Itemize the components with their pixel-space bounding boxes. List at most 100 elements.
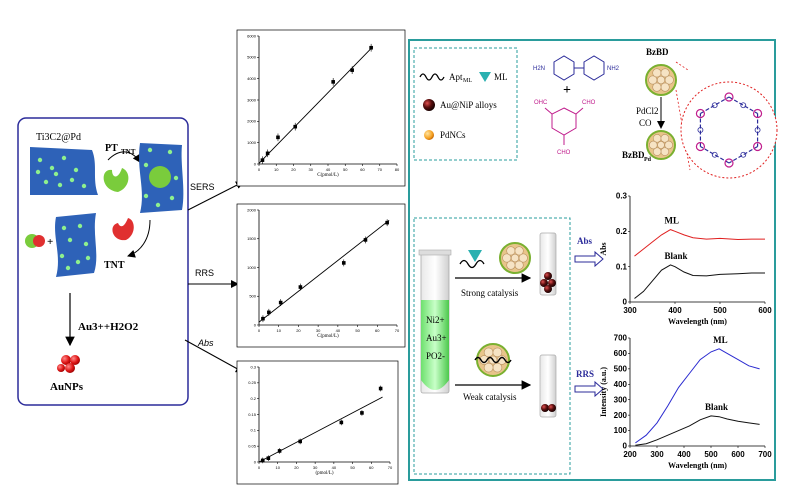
legend-apt-label: Apt bbox=[449, 72, 463, 82]
bound-aptamer bbox=[474, 356, 512, 364]
series-label: ML bbox=[713, 335, 728, 345]
tnt-label: TNT bbox=[104, 260, 125, 271]
pd-dot bbox=[83, 241, 89, 247]
reaction-label: Au3++H2O2 bbox=[78, 321, 139, 333]
nh2-right-label: NH2 bbox=[607, 66, 620, 72]
data-point bbox=[385, 220, 389, 225]
ml-triangle-icon bbox=[479, 72, 491, 82]
aunps-icon bbox=[57, 355, 80, 373]
pd-dot bbox=[53, 171, 59, 177]
cof-linker bbox=[728, 96, 758, 115]
y-tick-label: 0 bbox=[254, 161, 257, 166]
abs-hollow-arrow bbox=[574, 250, 604, 268]
x-tick-label: 50 bbox=[350, 465, 355, 470]
weak-catalysis-label: Weak catalysis bbox=[463, 392, 517, 402]
cof-ring bbox=[740, 102, 747, 109]
pd-dot bbox=[77, 223, 83, 229]
framework-pore bbox=[506, 260, 516, 270]
pd-dot bbox=[73, 167, 79, 173]
y-tick-label: 4000 bbox=[247, 76, 257, 81]
x-tick-label: 70 bbox=[395, 328, 400, 333]
bzbd-pd-framework-icon bbox=[646, 130, 676, 160]
data-point bbox=[369, 45, 373, 50]
pt-sub-label: TNT bbox=[121, 148, 136, 156]
framework-pore bbox=[483, 347, 494, 358]
series-line bbox=[634, 229, 765, 257]
framework-pore bbox=[483, 362, 494, 373]
y-tick-label: 500 bbox=[249, 294, 256, 299]
cof-linker bbox=[700, 96, 730, 115]
chart-frame bbox=[236, 360, 399, 485]
framework-pore bbox=[660, 82, 670, 92]
rrs-hollow-arrow bbox=[574, 380, 604, 398]
ti3c2-sheet-released-icon bbox=[55, 213, 97, 277]
chart-frame bbox=[236, 29, 406, 187]
x-tick-label: 20 bbox=[294, 465, 299, 470]
pd-dot bbox=[167, 149, 173, 155]
left-panel: Ti3C2@Pd PT TNT TNT + Au3++H2O2 bbox=[17, 117, 189, 406]
y-tick-label: 0.1 bbox=[616, 262, 628, 271]
y-tick-label: 3000 bbox=[247, 97, 257, 102]
aptamer-icon bbox=[419, 73, 445, 81]
y-tick-label: 400 bbox=[614, 380, 628, 389]
strong-catalysis-label: Strong catalysis bbox=[461, 288, 519, 298]
y-axis-label: Intensity (a.u.) bbox=[599, 367, 608, 417]
framework-pore bbox=[656, 75, 666, 85]
y-tick-label: 0.05 bbox=[248, 444, 257, 449]
x-tick-label: 20 bbox=[296, 328, 301, 333]
x-tick-label: 10 bbox=[274, 167, 279, 172]
y-tick-label: 0.25 bbox=[248, 380, 257, 385]
bzbd-pd-aptamer-icon bbox=[474, 343, 512, 377]
x-tick-label: 40 bbox=[326, 167, 331, 172]
y-axis-label: Abs bbox=[599, 242, 608, 255]
data-point bbox=[267, 310, 271, 315]
tube-label-ni: Ni2+ bbox=[426, 315, 445, 325]
bound-pt-icon bbox=[149, 166, 171, 188]
cof-hexagon-structure bbox=[695, 92, 763, 168]
substrate-label: Ti3C2@Pd bbox=[36, 132, 81, 143]
x-axis-label: C(pmol/L) bbox=[317, 334, 339, 339]
x-tick-label: 300 bbox=[623, 306, 637, 315]
cof-linker bbox=[728, 145, 758, 164]
x-tick-label: 40 bbox=[332, 465, 337, 470]
legend-apt-sub: ML bbox=[463, 78, 472, 84]
cof-ring bbox=[711, 151, 718, 158]
bzbd-pd-sub: Pd bbox=[644, 157, 652, 163]
x-tick-label: 700 bbox=[758, 450, 772, 459]
cof-node bbox=[695, 108, 706, 119]
ml-triangle-icon-2 bbox=[468, 250, 482, 262]
x-tick-label: 60 bbox=[360, 167, 365, 172]
aptamer-ml-complex-icon bbox=[459, 259, 485, 269]
pd-dots bbox=[35, 155, 87, 189]
series-label: Blank bbox=[665, 251, 688, 261]
abs-tag: Abs bbox=[577, 236, 593, 246]
series-line bbox=[635, 415, 760, 446]
y-tick-label: 1000 bbox=[247, 140, 257, 145]
data-point bbox=[378, 386, 383, 391]
x-tick-label: 30 bbox=[309, 167, 314, 172]
data-point bbox=[350, 68, 354, 72]
framework-pore bbox=[652, 82, 662, 92]
chart-frame bbox=[236, 203, 406, 348]
pd-dot bbox=[57, 182, 63, 188]
framework-pore bbox=[652, 68, 662, 78]
pd-dots-3 bbox=[59, 223, 91, 271]
zoom-line-1 bbox=[675, 61, 689, 71]
x-tick-label: 10 bbox=[276, 328, 281, 333]
cof-linker bbox=[700, 145, 730, 164]
x-tick-label: 20 bbox=[291, 167, 296, 172]
x-tick-label: 10 bbox=[275, 465, 280, 470]
y-tick-label: 200 bbox=[614, 411, 628, 420]
pd-dot bbox=[173, 175, 179, 181]
x-tick-label: 600 bbox=[758, 306, 772, 315]
x-tick-label: 400 bbox=[677, 450, 691, 459]
y-tick-label: 0.2 bbox=[250, 396, 256, 401]
pd-dot bbox=[35, 169, 41, 175]
cof-node bbox=[724, 92, 734, 102]
ti3c2-sheet-icon bbox=[30, 147, 98, 195]
x-tick-label: 400 bbox=[668, 306, 682, 315]
y-tick-label: 0.2 bbox=[616, 227, 628, 236]
reaction-tube bbox=[418, 249, 452, 394]
pd-dot bbox=[147, 147, 153, 153]
